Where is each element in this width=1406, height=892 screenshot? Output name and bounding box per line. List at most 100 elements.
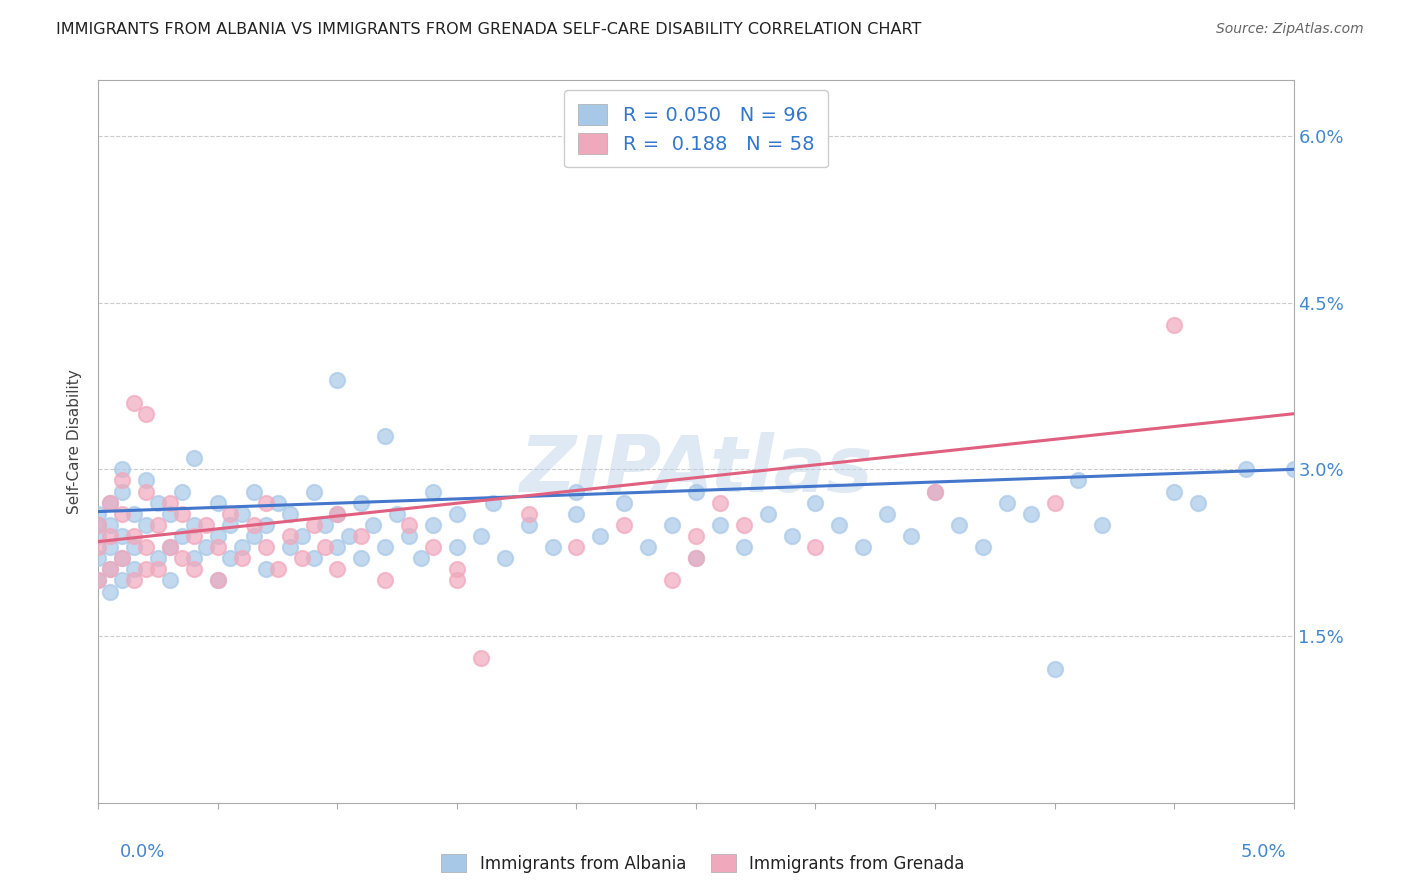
Point: [1282, 462, 1305, 476]
Point: [481, 496, 505, 510]
Point: [470, 651, 492, 665]
Point: [1043, 496, 1066, 510]
Point: [135, 484, 157, 499]
Point: [422, 540, 444, 554]
Point: [315, 517, 337, 532]
Point: [98, 496, 122, 510]
Point: [517, 507, 540, 521]
Point: [1067, 474, 1090, 488]
Point: [613, 496, 636, 510]
Text: 0.0%: 0.0%: [120, 843, 165, 861]
Point: [172, 484, 194, 499]
Point: [685, 551, 707, 566]
Point: [398, 517, 420, 532]
Point: [207, 496, 229, 510]
Point: [470, 529, 492, 543]
Point: [350, 529, 373, 543]
Point: [1234, 462, 1257, 476]
Point: [1163, 318, 1185, 332]
Point: [446, 562, 468, 576]
Point: [183, 562, 205, 576]
Point: [87, 517, 110, 532]
Point: [804, 540, 827, 554]
Point: [278, 529, 301, 543]
Point: [446, 574, 468, 588]
Point: [124, 395, 146, 409]
Point: [661, 517, 683, 532]
Point: [315, 540, 337, 554]
Point: [709, 517, 731, 532]
Point: [517, 517, 540, 532]
Point: [363, 517, 385, 532]
Point: [183, 529, 205, 543]
Point: [231, 540, 253, 554]
Point: [98, 562, 122, 576]
Point: [613, 517, 636, 532]
Point: [111, 462, 134, 476]
Point: [231, 507, 253, 521]
Point: [339, 529, 361, 543]
Point: [111, 484, 134, 499]
Point: [267, 562, 290, 576]
Point: [565, 540, 588, 554]
Point: [219, 517, 242, 532]
Point: [254, 517, 277, 532]
Point: [302, 517, 325, 532]
Point: [159, 540, 181, 554]
Point: [111, 551, 134, 566]
Point: [148, 551, 170, 566]
Point: [1043, 662, 1066, 676]
Point: [111, 507, 134, 521]
Point: [135, 407, 157, 421]
Text: 5.0%: 5.0%: [1241, 843, 1286, 861]
Point: [195, 517, 218, 532]
Point: [326, 507, 349, 521]
Point: [183, 451, 205, 466]
Text: Source: ZipAtlas.com: Source: ZipAtlas.com: [1216, 22, 1364, 37]
Point: [326, 373, 349, 387]
Point: [98, 540, 122, 554]
Point: [98, 529, 122, 543]
Point: [243, 484, 266, 499]
Point: [924, 484, 946, 499]
Point: [219, 551, 242, 566]
Point: [924, 484, 946, 499]
Point: [124, 540, 146, 554]
Point: [326, 562, 349, 576]
Point: [148, 496, 170, 510]
Point: [494, 551, 516, 566]
Point: [135, 517, 157, 532]
Point: [733, 517, 755, 532]
Point: [159, 540, 181, 554]
Point: [374, 574, 396, 588]
Point: [852, 540, 875, 554]
Point: [637, 540, 659, 554]
Point: [1187, 496, 1209, 510]
Point: [159, 507, 181, 521]
Point: [111, 474, 134, 488]
Point: [124, 562, 146, 576]
Point: [291, 529, 314, 543]
Point: [111, 551, 134, 566]
Point: [135, 474, 157, 488]
Point: [709, 496, 731, 510]
Point: [98, 562, 122, 576]
Point: [374, 429, 396, 443]
Point: [111, 529, 134, 543]
Point: [661, 574, 683, 588]
Point: [685, 551, 707, 566]
Point: [254, 496, 277, 510]
Point: [231, 551, 253, 566]
Point: [326, 540, 349, 554]
Point: [267, 496, 290, 510]
Point: [326, 507, 349, 521]
Point: [98, 517, 122, 532]
Point: [98, 584, 122, 599]
Point: [183, 551, 205, 566]
Point: [243, 517, 266, 532]
Point: [422, 517, 444, 532]
Point: [207, 574, 229, 588]
Point: [411, 551, 433, 566]
Y-axis label: Self-Care Disability: Self-Care Disability: [67, 369, 83, 514]
Point: [278, 540, 301, 554]
